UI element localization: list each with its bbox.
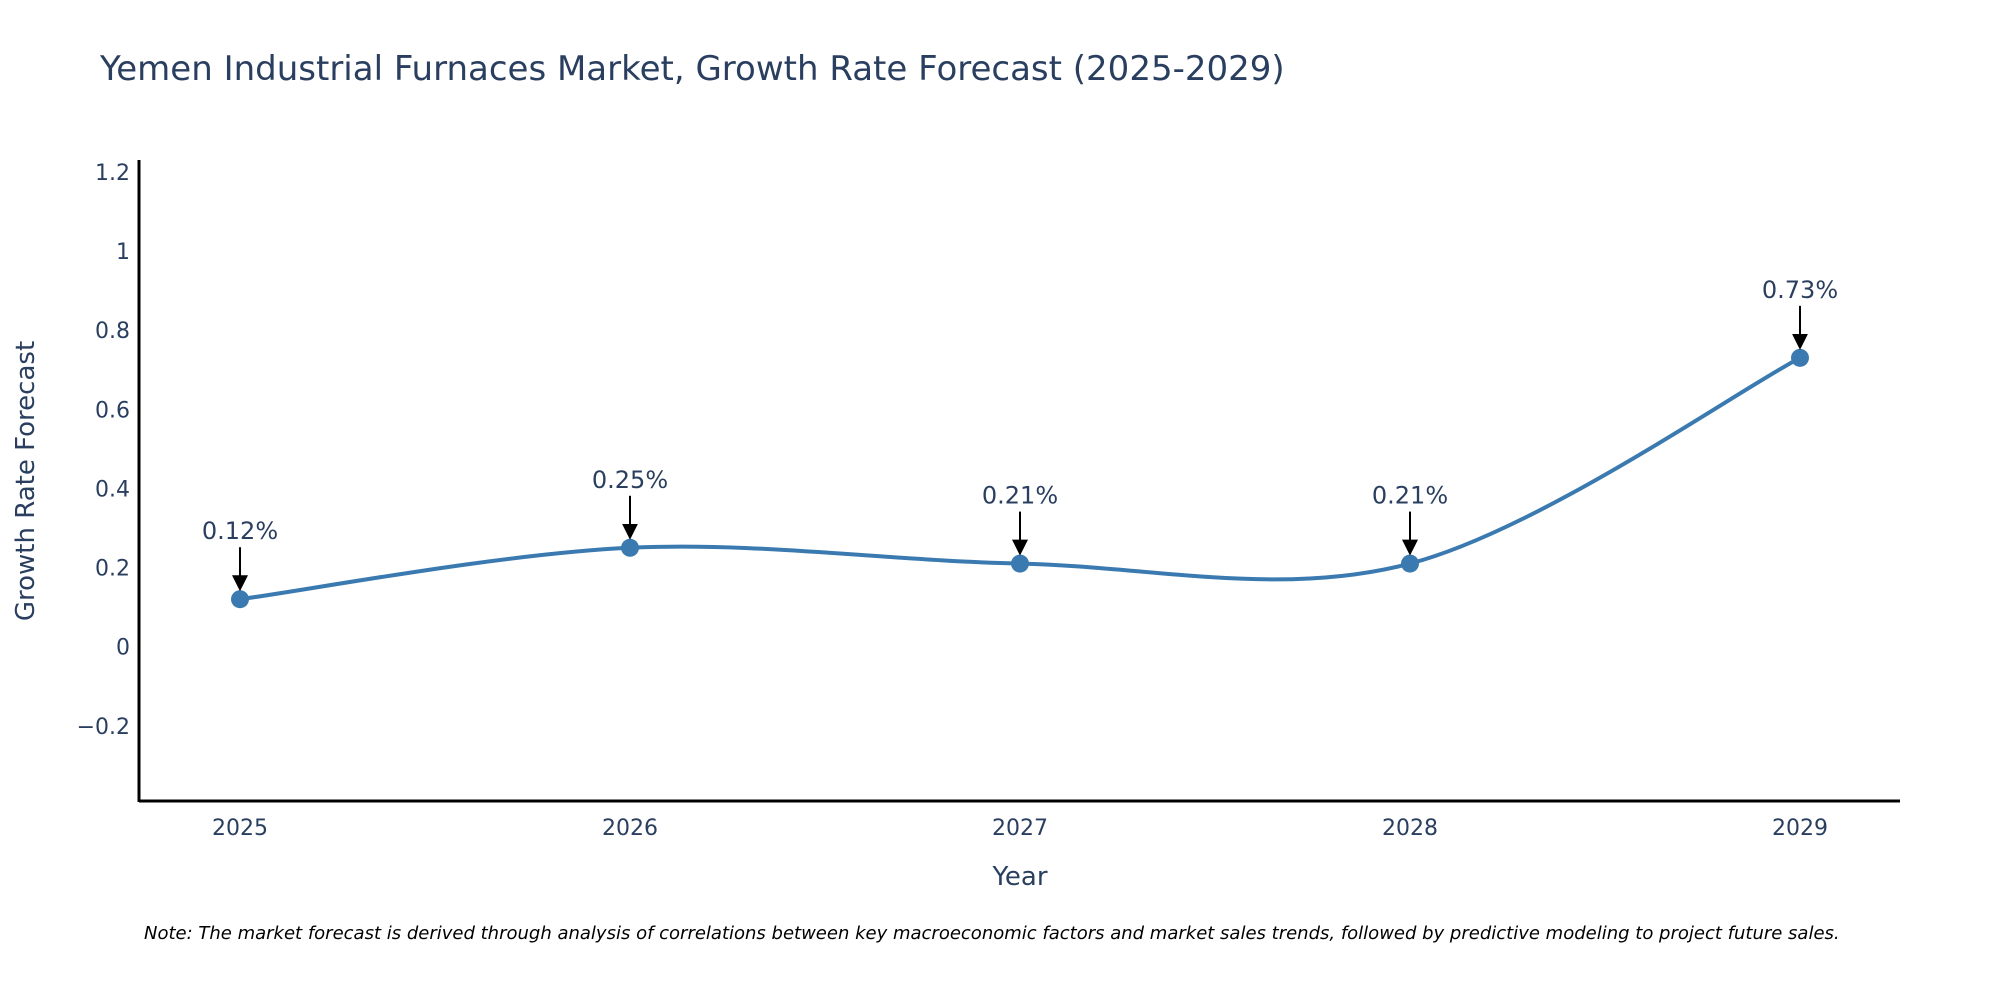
data-label: 0.12% <box>202 517 278 545</box>
data-label: 0.73% <box>1762 276 1838 304</box>
y-axis-title: Growth Rate Forecast <box>11 341 41 621</box>
data-label: 0.25% <box>592 466 668 494</box>
y-tick-label: 0.2 <box>95 557 130 582</box>
data-point <box>1011 554 1029 573</box>
data-point <box>621 538 639 557</box>
data-points <box>231 348 1809 609</box>
y-tick-label: 1.2 <box>95 161 130 186</box>
x-tick-label: 2029 <box>1772 816 1828 841</box>
y-tick-label: 0.6 <box>95 398 130 423</box>
chart-title: Yemen Industrial Furnaces Market, Growth… <box>99 49 1285 89</box>
x-tick-label: 2027 <box>992 816 1048 841</box>
data-annotations: 0.12% 0.25% 0.21% 0.21% 0.73% <box>202 276 1838 592</box>
x-tick-label: 2026 <box>602 816 658 841</box>
y-tick-label: 1 <box>116 240 130 265</box>
data-point <box>231 590 249 609</box>
footnote: Note: The market forecast is derived thr… <box>144 923 1840 944</box>
y-tick-label: 0.8 <box>95 319 130 344</box>
data-point <box>1791 348 1809 367</box>
x-tick-label: 2028 <box>1382 816 1438 841</box>
data-point <box>1401 554 1419 573</box>
x-tick-label: 2025 <box>212 816 268 841</box>
x-axis-title: Year <box>991 862 1047 892</box>
data-label: 0.21% <box>982 482 1058 510</box>
y-tick-label: −0.2 <box>77 715 130 740</box>
y-axis-ticks: −0.2 0 0.2 0.4 0.6 0.8 1 1.2 <box>77 161 130 740</box>
data-label: 0.21% <box>1372 482 1448 510</box>
y-tick-label: 0.4 <box>95 477 130 502</box>
x-axis-ticks: 2025 2026 2027 2028 2029 <box>212 816 1828 841</box>
y-tick-label: 0 <box>116 636 130 661</box>
